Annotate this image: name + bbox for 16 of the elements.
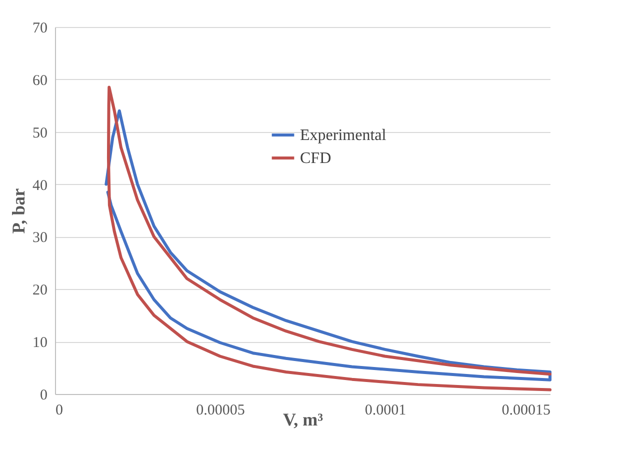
- y-tick-label: 0: [40, 388, 48, 404]
- x-tick-label: 0.00005: [196, 402, 245, 418]
- y-tick-label: 60: [32, 72, 48, 89]
- x-axis-title: V, m³: [282, 410, 324, 430]
- x-tick-label: 0.0001: [364, 402, 406, 418]
- x-tick-label: 0: [56, 402, 63, 418]
- y-tick-label: 30: [32, 230, 48, 246]
- legend-label: Experimental: [300, 127, 387, 144]
- y-tick-label: 50: [32, 125, 48, 142]
- y-tick-label: 70: [32, 20, 48, 36]
- x-tick-label: 0.00015: [502, 402, 550, 418]
- legend-label: CFD: [300, 150, 332, 167]
- y-tick-label: 40: [32, 178, 48, 194]
- y-tick-label: 20: [32, 282, 48, 299]
- y-tick-label: 10: [32, 335, 48, 352]
- y-axis-title: P, bar: [8, 188, 28, 234]
